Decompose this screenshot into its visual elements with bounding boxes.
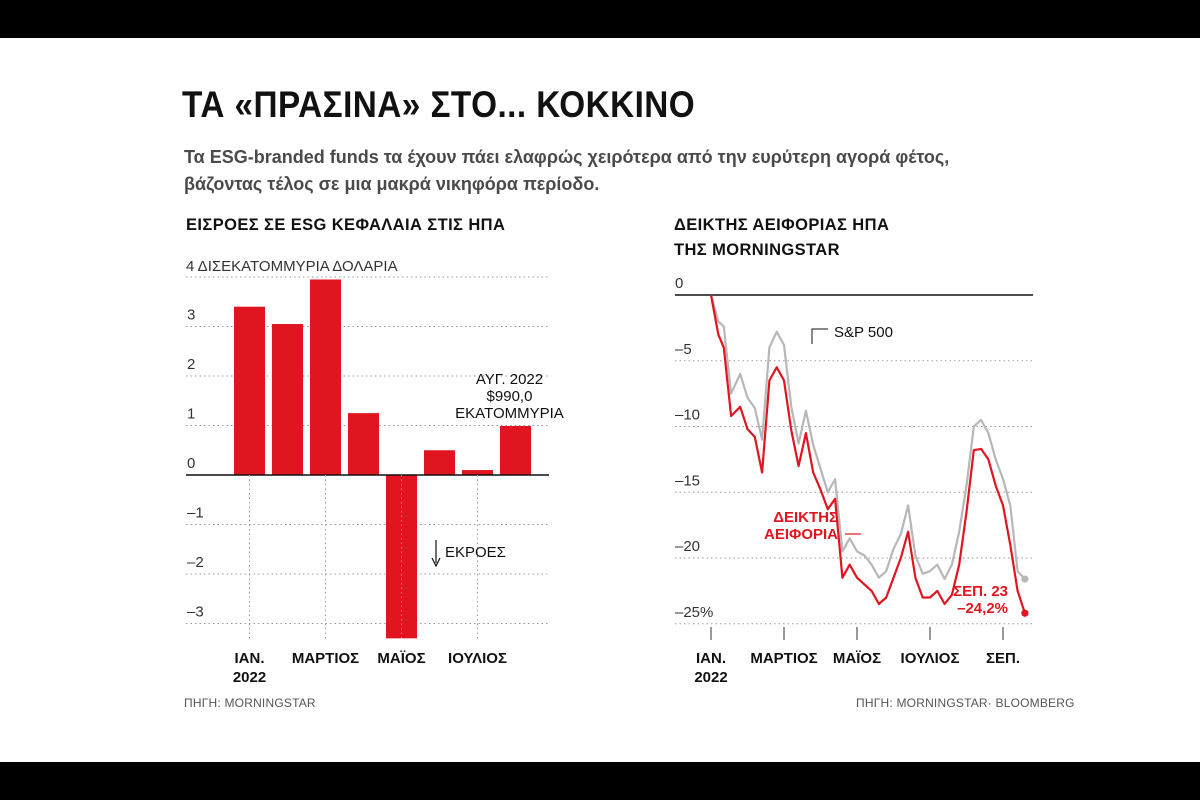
- bottom-black-band: [0, 762, 1200, 800]
- bar-annotation-august: ΕΚΑΤΟΜΜΥΡΙΑ: [455, 405, 564, 422]
- line-y-tick: –25%: [675, 604, 713, 621]
- line-x-tick-label: 2022: [694, 669, 727, 686]
- bar-annotation-august: ΑΥΓ. 2022: [476, 371, 543, 388]
- bar-unit-label: 4 ΔΙΣΕΚΑΤΟΜΜΥΡΙΑ ΔΟΛΑΡΙΑ: [186, 258, 398, 275]
- bar: [234, 306, 265, 475]
- line-x-tick-label: ΜΑΪΟΣ: [833, 650, 881, 667]
- sp500-label: S&P 500: [834, 324, 893, 341]
- bar: [272, 324, 303, 475]
- outflows-label: ΕΚΡΟΕΣ: [445, 544, 506, 561]
- bar-y-tick: 1: [187, 406, 195, 423]
- line-x-tick-label: ΙΑΝ.: [696, 650, 726, 667]
- page-subtitle: Τα ESG-branded funds τα έχουν πάει ελαφρ…: [184, 147, 950, 194]
- bar-annotation-august: $990,0: [487, 388, 533, 405]
- bar-x-tick-label: ΙΑΝ.: [235, 650, 265, 667]
- line-y-tick: –5: [675, 341, 692, 358]
- bar: [424, 450, 455, 475]
- bar-y-tick: –3: [187, 604, 204, 621]
- line-y-tick: –15: [675, 472, 700, 489]
- line-y-tick: –20: [675, 538, 700, 555]
- end-value-label: ΣΕΠ. 23: [953, 583, 1008, 600]
- line-chart-title-line2: ΤΗΣ MORNINGSTAR: [674, 241, 840, 259]
- index-label: ΑΕΙΦΟΡΙΑ: [764, 526, 838, 543]
- line-x-tick-label: ΜΑΡΤΙΟΣ: [750, 650, 817, 667]
- page-title: ΤΑ «ΠΡΑΣΙΝΑ» ΣΤΟ... ΚΟΚΚΙΝΟ: [182, 84, 696, 125]
- bar-y-tick: –2: [187, 554, 204, 571]
- bar-chart-source: ΠΗΓΗ: MORNINGSTAR: [184, 696, 316, 710]
- bar-x-tick-label: ΜΑΪΟΣ: [377, 650, 425, 667]
- bar-x-tick-label: ΙΟΥΛΙΟΣ: [448, 650, 507, 667]
- line-y-tick: –10: [675, 407, 700, 424]
- bar-y-tick: –1: [187, 505, 204, 522]
- sustainability-index-line: [709, 294, 1026, 614]
- sp500-leader: [811, 328, 828, 344]
- line-y-tick: 0: [675, 275, 683, 292]
- bar: [500, 425, 531, 475]
- index-label: ΔΕΙΚΤΗΣ: [773, 509, 838, 526]
- bar-y-tick: 3: [187, 307, 195, 324]
- outflows-arrow-head: [431, 557, 441, 568]
- bar-x-tick-label: 2022: [233, 669, 266, 686]
- sp500-line: [709, 294, 1026, 581]
- line-x-tick-label: ΙΟΥΛΙΟΣ: [901, 650, 960, 667]
- sustainability-index-line-end-point: [1021, 609, 1029, 617]
- line-x-tick-label: ΣΕΠ.: [986, 650, 1020, 667]
- bar: [462, 470, 493, 475]
- line-chart-title-line1: ΔΕΙΚΤΗΣ ΑΕΙΦΟΡΙΑΣ ΗΠΑ: [674, 216, 890, 234]
- top-black-band: [0, 0, 1200, 38]
- bar-chart-title: ΕΙΣΡΟΕΣ ΣΕ ESG ΚΕΦΑΛΑΙΑ ΣΤΙΣ ΗΠΑ: [186, 216, 506, 234]
- end-value-label: –24,2%: [957, 600, 1008, 617]
- line-chart-title: ΔΕΙΚΤΗΣ ΑΕΙΦΟΡΙΑΣ ΗΠΑ ΤΗΣ MORNINGSTAR: [674, 213, 889, 263]
- bar-y-tick: 2: [187, 356, 195, 373]
- bar-y-tick: 0: [187, 455, 195, 472]
- bar-x-tick-label: ΜΑΡΤΙΟΣ: [292, 650, 359, 667]
- line-chart-source: ΠΗΓΗ: MORNINGSTAR· BLOOMBERG: [856, 696, 1075, 710]
- bar: [348, 413, 379, 475]
- bar: [310, 279, 341, 475]
- sp500-line-end-point: [1021, 575, 1029, 583]
